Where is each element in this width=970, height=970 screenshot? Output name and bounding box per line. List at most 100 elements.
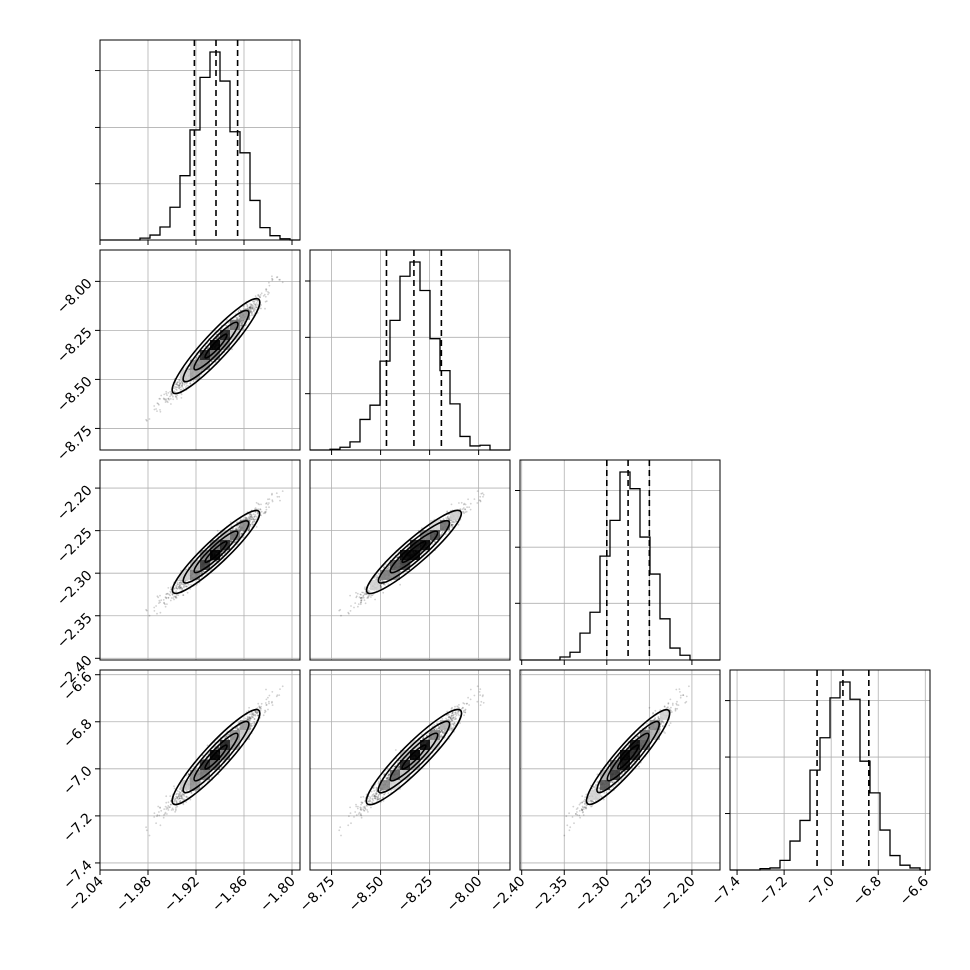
sample-point [177, 384, 180, 387]
sample-point [172, 395, 174, 398]
sample-point [453, 521, 456, 524]
sample-point [267, 503, 269, 506]
sample-point [164, 605, 167, 608]
sample-point [158, 397, 161, 400]
sample-point [260, 307, 262, 310]
sample-point [155, 605, 158, 607]
sample-point [248, 307, 251, 309]
sample-point [355, 595, 358, 598]
sample-point [251, 307, 254, 309]
sample-point [255, 306, 258, 309]
sample-point [145, 419, 148, 422]
sample-point [281, 490, 284, 492]
sample-point [375, 577, 378, 579]
sample-point [382, 591, 385, 594]
sample-point [259, 508, 262, 511]
sample-point [262, 512, 265, 515]
sample-point [350, 605, 352, 607]
sample-point [189, 382, 192, 385]
sample-point [176, 398, 178, 400]
sample-point [368, 590, 371, 592]
sample-point [180, 388, 183, 391]
sample-point [265, 288, 268, 291]
sample-point [246, 307, 249, 309]
sample-point [216, 529, 219, 532]
sample-point [148, 614, 151, 617]
sample-point [467, 498, 469, 501]
sample-point [246, 305, 249, 308]
panel-frame [99, 39, 301, 241]
sample-point [354, 602, 357, 604]
sample-point [176, 581, 179, 584]
sample-point [165, 392, 168, 395]
sample-point [482, 493, 485, 496]
sample-point [340, 614, 342, 617]
sample-point [195, 356, 198, 359]
sample-point [179, 389, 182, 391]
sample-point [250, 311, 253, 314]
sample-point [179, 586, 182, 589]
sample-point [255, 299, 258, 301]
sample-point [464, 508, 467, 511]
sample-point [176, 381, 179, 384]
sample-point [468, 506, 470, 509]
sample-point [253, 308, 255, 311]
sample-point [357, 603, 360, 605]
sample-point [268, 281, 270, 284]
sample-point [256, 304, 259, 306]
sample-point [338, 609, 341, 612]
sample-point [170, 394, 173, 396]
sample-point [281, 281, 284, 284]
sample-point [251, 308, 254, 310]
sample-point [183, 586, 185, 589]
sample-point [450, 524, 453, 526]
sample-point [260, 514, 262, 517]
sample-point [256, 512, 259, 515]
sample-point [249, 307, 252, 310]
sample-point [177, 594, 180, 597]
sample-point [178, 387, 181, 389]
sample-point [176, 384, 179, 386]
sample-point [167, 397, 170, 400]
sample-point [276, 495, 279, 498]
sample-point [359, 593, 362, 596]
sample-point [180, 393, 183, 396]
sample-point [446, 515, 449, 518]
sample-point [473, 498, 476, 500]
sample-point [185, 386, 187, 388]
sample-point [160, 394, 163, 397]
sample-point [182, 594, 185, 596]
sample-point [271, 691, 274, 693]
sample-point [253, 301, 256, 303]
sample-point [238, 315, 241, 317]
panel-3-0: −7.4−7.2−7.0−6.8−6.6−2.04 −1.98 −1.92 −1.86… [60, 669, 301, 915]
sample-point [159, 398, 162, 400]
sample-point [353, 606, 355, 609]
sample-point [363, 599, 366, 602]
sample-point [145, 418, 148, 421]
sample-point [357, 605, 359, 608]
sample-point [276, 276, 279, 278]
sample-point [237, 310, 240, 312]
sample-point [164, 603, 166, 606]
sample-point [236, 318, 238, 321]
sample-point [176, 588, 179, 590]
sample-point [228, 326, 231, 329]
histogram-0 [100, 51, 300, 241]
sample-point [202, 570, 205, 573]
sample-point [174, 385, 176, 388]
sample-point [263, 293, 266, 296]
sample-point [463, 502, 466, 505]
sample-point [178, 384, 181, 387]
sample-point [217, 336, 220, 339]
sample-point [260, 503, 262, 506]
panel-1-0: −8.75−8.50−8.25−8.00 [54, 249, 301, 464]
sample-point [175, 590, 178, 592]
sample-point [254, 507, 257, 509]
sample-point [159, 409, 161, 411]
sample-point [271, 493, 273, 496]
y-tick-label: −8.50 [54, 374, 96, 416]
sample-point [267, 293, 269, 296]
sample-point [268, 284, 271, 287]
